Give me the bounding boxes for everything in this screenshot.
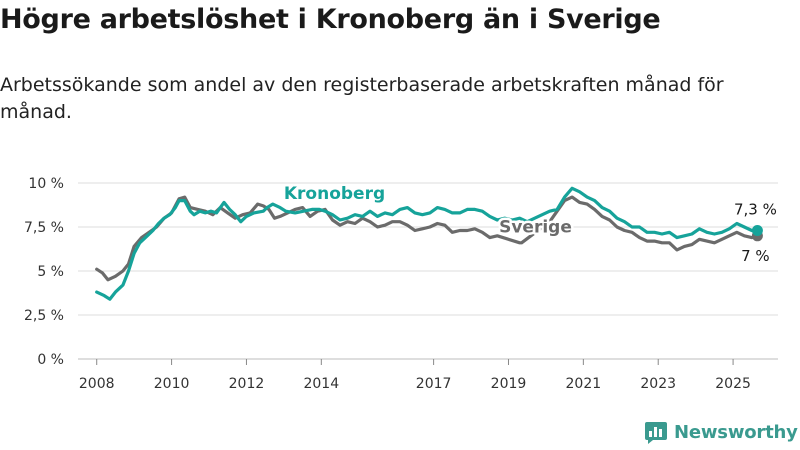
y-tick-label: 0 % [37,352,64,368]
brand-name: Newsworthy [674,421,798,443]
x-tick-label: 2008 [79,376,115,392]
series-lines [95,186,763,301]
y-tick-label: 10 % [28,176,64,192]
series-line-sverige [95,195,759,282]
series-label-halo: Sverige [499,217,572,237]
x-tick-label: 2021 [566,376,602,392]
end-value-label-kronoberg: 7,3 % [734,201,777,219]
bar-chart-logo-icon [645,422,667,444]
chart-title: Högre arbetslöshet i Kronoberg än i Sver… [0,4,661,35]
series-line-kronoberg [95,186,759,301]
series-label-halo: Kronoberg [284,184,385,204]
brand-logo: Newsworthy [644,420,798,444]
x-tick-label: 2010 [154,376,190,392]
series-label-kronoberg: Kronoberg [284,184,385,204]
end-point-kronoberg [751,225,763,237]
x-axis: 2008 2010 2012 2014 2017 2019 2021 2023 2025 [79,359,751,392]
x-tick-label: 2017 [416,376,452,392]
y-axis: 0 % 2,5 % 5 % 7,5 % 10 % [24,176,64,368]
x-tick-label: 2014 [303,376,339,392]
y-tick-label: 2,5 % [24,308,64,324]
x-tick-label: 2012 [229,376,265,392]
y-tick-label: 7,5 % [24,220,64,236]
x-tick-label: 2023 [640,376,676,392]
grid-lines [78,182,778,360]
chart-subtitle: Arbetssökande som andel av den registerb… [0,74,724,123]
x-tick-label: 2019 [491,376,527,392]
end-value-label-sverige: 7 % [741,247,770,265]
x-tick-label: 2025 [715,376,751,392]
series-label-sverige: Sverige [499,217,572,237]
y-tick-label: 5 % [37,264,64,280]
